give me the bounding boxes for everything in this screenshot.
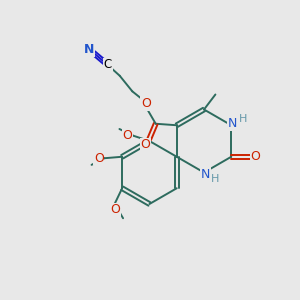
Text: C: C — [103, 58, 112, 71]
Text: N: N — [201, 167, 210, 181]
Text: N: N — [228, 117, 238, 130]
Text: O: O — [123, 128, 133, 142]
Text: O: O — [94, 152, 104, 165]
Text: H: H — [211, 174, 220, 184]
Text: O: O — [141, 138, 151, 151]
Text: N: N — [84, 43, 94, 56]
Text: O: O — [141, 97, 151, 110]
Text: H: H — [238, 114, 247, 124]
Text: O: O — [250, 150, 260, 163]
Text: O: O — [110, 203, 120, 216]
